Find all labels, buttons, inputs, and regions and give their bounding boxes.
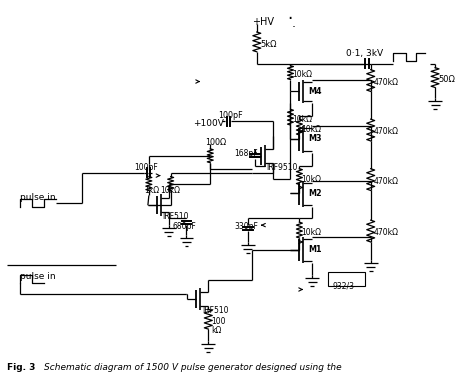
Text: 100pF: 100pF <box>134 163 158 172</box>
Text: 100Ω: 100Ω <box>205 138 227 147</box>
Text: +HV: +HV <box>252 17 274 27</box>
Text: IRF510: IRF510 <box>163 212 189 221</box>
Text: 0·1, 3kV: 0·1, 3kV <box>346 49 383 58</box>
FancyBboxPatch shape <box>328 272 365 285</box>
Text: 100: 100 <box>211 317 226 326</box>
Text: 168pF: 168pF <box>234 149 258 158</box>
Text: 10kΩ: 10kΩ <box>292 70 312 79</box>
Text: 330pF: 330pF <box>234 222 258 231</box>
Text: kΩ: kΩ <box>211 326 222 335</box>
Text: 932/3: 932/3 <box>332 282 354 291</box>
Text: IRF510: IRF510 <box>202 306 229 315</box>
Text: 470kΩ: 470kΩ <box>374 177 399 185</box>
Text: IRF9510: IRF9510 <box>267 163 298 172</box>
Text: 470kΩ: 470kΩ <box>374 78 399 87</box>
Text: 50Ω: 50Ω <box>438 74 455 84</box>
Text: M3: M3 <box>308 135 322 144</box>
Text: 10kΩ: 10kΩ <box>301 125 321 134</box>
Text: .: . <box>288 5 293 23</box>
Text: 10kΩ: 10kΩ <box>301 228 321 237</box>
Text: 470kΩ: 470kΩ <box>374 127 399 136</box>
Text: 10kΩ: 10kΩ <box>292 115 312 124</box>
Text: 5kΩ: 5kΩ <box>261 40 277 49</box>
Text: 680pF: 680pF <box>173 222 196 231</box>
Text: M1: M1 <box>308 245 322 254</box>
Text: pulse in: pulse in <box>20 272 56 281</box>
Text: Schematic diagram of 1500 V pulse generator designed using the: Schematic diagram of 1500 V pulse genera… <box>44 363 342 372</box>
Text: 100pF: 100pF <box>218 111 243 120</box>
Text: Fig. 3: Fig. 3 <box>7 363 36 372</box>
Text: pulse in: pulse in <box>20 193 56 203</box>
Text: 1kΩ: 1kΩ <box>144 185 159 195</box>
Text: .: . <box>292 17 295 30</box>
Text: 10kΩ: 10kΩ <box>301 175 321 184</box>
Text: +100V: +100V <box>193 119 224 128</box>
Text: M2: M2 <box>308 189 322 198</box>
Text: 10kΩ: 10kΩ <box>160 185 180 195</box>
Text: 470kΩ: 470kΩ <box>374 228 399 237</box>
Text: M4: M4 <box>308 87 322 96</box>
